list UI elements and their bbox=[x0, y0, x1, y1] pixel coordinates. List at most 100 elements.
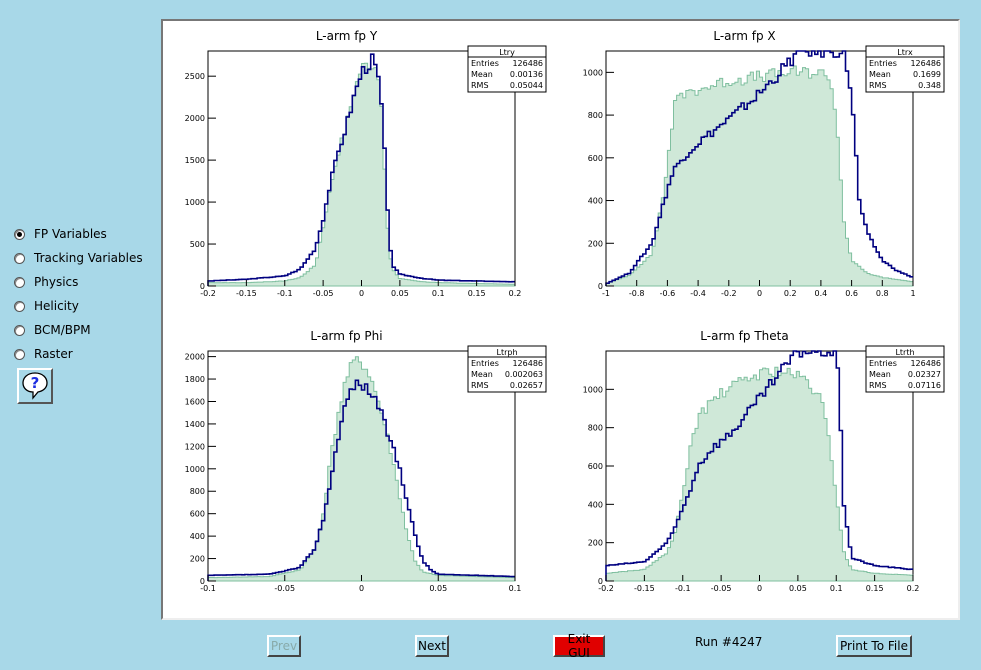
run-histogram bbox=[207, 379, 515, 581]
run-histogram bbox=[207, 53, 515, 286]
x-tick-label: 0 bbox=[757, 584, 762, 593]
y-tick-label: 1600 bbox=[185, 397, 205, 406]
x-tick-label: -0.2 bbox=[598, 584, 614, 593]
stats-label: Entries bbox=[471, 359, 499, 368]
y-tick-label: 0 bbox=[598, 577, 603, 586]
radio-label: Helicity bbox=[34, 299, 79, 313]
stats-box-name: Ltrth bbox=[895, 348, 914, 357]
histogram-canvas-svg: -0.2 -0.15 -0.1 -0.05 0 0.05 0.1 0.15 0.20500100… bbox=[185, 29, 945, 593]
x-tick-label: 0.2 bbox=[907, 584, 920, 593]
stats-value: 126486 bbox=[512, 359, 543, 368]
x-tick-label: 0 bbox=[359, 289, 364, 298]
reference-histogram bbox=[605, 366, 914, 582]
stats-value: 126486 bbox=[910, 59, 941, 68]
stats-label: Mean bbox=[471, 370, 493, 379]
x-tick-label: -0.8 bbox=[629, 289, 645, 298]
reference-histogram bbox=[207, 62, 516, 287]
stats-box: Ltrth Entries 126486 Mean 0.02327 RMS 0.07116 bbox=[865, 345, 945, 393]
x-tick-label: -0.2 bbox=[721, 289, 737, 298]
histogram-canvas: -0.2 -0.15 -0.1 -0.05 0 0.05 0.1 0.15 0.2 0 500 100… bbox=[161, 19, 960, 620]
plot-title: L-arm fp Theta bbox=[700, 329, 788, 343]
radio-bcm-bpm[interactable]: BCM/BPM bbox=[14, 318, 154, 342]
x-tick-label: -0.05 bbox=[313, 289, 334, 298]
y-tick-label: 200 bbox=[588, 239, 603, 248]
radio-button-icon[interactable] bbox=[14, 348, 25, 360]
y-tick-label: 800 bbox=[588, 111, 603, 120]
y-tick-label: 200 bbox=[588, 539, 603, 548]
radio-button-icon[interactable] bbox=[14, 300, 25, 312]
radio-fp-variables[interactable]: FP Variables bbox=[14, 222, 154, 246]
radio-label: Tracking Variables bbox=[34, 251, 143, 265]
y-tick-label: 600 bbox=[588, 462, 603, 471]
y-tick-label: 400 bbox=[588, 197, 603, 206]
stats-box-frame bbox=[467, 345, 547, 393]
radio-button-icon[interactable] bbox=[14, 228, 25, 240]
y-tick-label: 0 bbox=[598, 282, 603, 291]
radio-label: BCM/BPM bbox=[34, 323, 91, 337]
y-tick-label: 1400 bbox=[185, 420, 205, 429]
radio-helicity[interactable]: Helicity bbox=[14, 294, 154, 318]
y-tick-label: 800 bbox=[588, 424, 603, 433]
stats-box-frame bbox=[467, 45, 547, 93]
x-tick-label: -0.4 bbox=[690, 289, 706, 298]
help-button[interactable]: ? bbox=[17, 368, 53, 404]
x-tick-label: 0.2 bbox=[784, 289, 797, 298]
histogram-pad: -1 -0.8 -0.6 -0.4 -0.2 0 0.2 0.4 0.6 0.8 1 0 200 400 6… bbox=[583, 29, 945, 298]
x-tick-label: 0.15 bbox=[468, 289, 486, 298]
x-tick-label: 0.6 bbox=[845, 289, 858, 298]
prev-button[interactable]: Prev bbox=[267, 635, 301, 657]
print-to-file-button[interactable]: Print To File bbox=[836, 635, 912, 657]
y-tick-label: 1000 bbox=[583, 385, 603, 394]
stats-value: 0.02327 bbox=[908, 370, 941, 379]
exit-gui-button[interactable]: Exit GUI bbox=[553, 632, 605, 660]
x-tick-label: 0.15 bbox=[866, 584, 884, 593]
x-tick-label: -0.1 bbox=[200, 584, 216, 593]
stats-box-frame bbox=[865, 45, 945, 93]
x-tick-label: 0.8 bbox=[876, 289, 889, 298]
stats-label: Mean bbox=[869, 70, 891, 79]
x-tick-label: 0.05 bbox=[391, 289, 409, 298]
run-number-label: Run #4247 bbox=[695, 635, 763, 649]
display-mode-radio-group: FP Variables Tracking Variables Physics … bbox=[14, 222, 154, 366]
y-tick-label: 600 bbox=[190, 510, 205, 519]
x-tick-label: -0.1 bbox=[675, 584, 691, 593]
x-tick-label: -0.05 bbox=[274, 584, 295, 593]
stats-label: Entries bbox=[471, 59, 499, 68]
svg-text:?: ? bbox=[31, 374, 40, 392]
y-tick-label: 200 bbox=[190, 555, 205, 564]
stats-value: 0.07116 bbox=[908, 381, 941, 390]
x-tick-label: -0.15 bbox=[634, 584, 655, 593]
x-tick-label: -1 bbox=[602, 289, 610, 298]
y-tick-label: 0 bbox=[200, 282, 205, 291]
x-tick-label: -0.1 bbox=[277, 289, 293, 298]
next-button[interactable]: Next bbox=[415, 635, 449, 657]
reference-histogram bbox=[605, 65, 914, 287]
y-tick-label: 2000 bbox=[185, 353, 205, 362]
stats-box-name: Ltrx bbox=[897, 48, 913, 57]
radio-raster[interactable]: Raster bbox=[14, 342, 154, 366]
x-tick-label: -0.15 bbox=[236, 289, 257, 298]
y-tick-label: 1200 bbox=[185, 442, 205, 451]
run-histogram bbox=[605, 50, 913, 286]
x-tick-label: 0 bbox=[359, 584, 364, 593]
radio-label: FP Variables bbox=[34, 227, 107, 241]
radio-button-icon[interactable] bbox=[14, 276, 25, 288]
stats-label: RMS bbox=[471, 381, 489, 390]
run-histogram bbox=[605, 350, 913, 581]
stats-box-frame bbox=[865, 345, 945, 393]
y-tick-label: 2500 bbox=[185, 72, 205, 81]
radio-physics[interactable]: Physics bbox=[14, 270, 154, 294]
y-tick-label: 400 bbox=[588, 500, 603, 509]
stats-value: 126486 bbox=[512, 59, 543, 68]
stats-value: 0.348 bbox=[918, 81, 941, 90]
radio-button-icon[interactable] bbox=[14, 324, 25, 336]
plot-title: L-arm fp Y bbox=[316, 29, 378, 43]
x-tick-label: 0.4 bbox=[815, 289, 828, 298]
y-tick-label: 1500 bbox=[185, 156, 205, 165]
x-tick-label: -0.05 bbox=[711, 584, 732, 593]
stats-label: RMS bbox=[869, 381, 887, 390]
radio-tracking-variables[interactable]: Tracking Variables bbox=[14, 246, 154, 270]
radio-button-icon[interactable] bbox=[14, 252, 25, 264]
x-tick-label: 0.2 bbox=[509, 289, 522, 298]
